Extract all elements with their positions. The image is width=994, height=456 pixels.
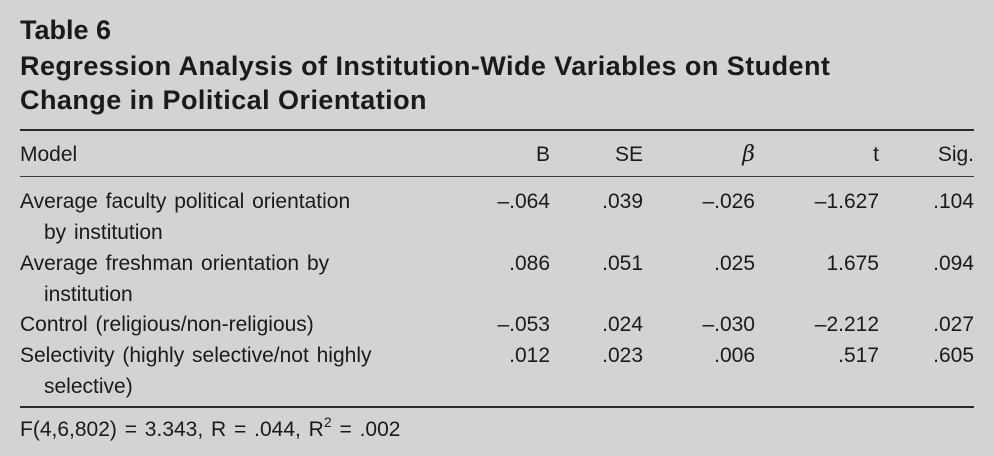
footnote-suffix: = .002 [331,418,401,441]
cell-beta: .006 [714,344,755,367]
header-sig: Sig. [937,143,974,166]
table-label: Table 6 [20,15,112,45]
row-label-line-2: institution [44,283,133,306]
cell-sig: .027 [933,313,974,336]
row-label-line-1: Average faculty political orientation [20,190,351,213]
row-label-line-1: Selectivity (highly selective/not highly [20,344,372,367]
header-se: SE [614,143,643,166]
cell-se: .039 [602,190,643,213]
footnote-superscript: 2 [323,414,332,430]
cell-b: .012 [509,344,550,367]
cell-t: 1.675 [826,252,879,275]
header-t: t [873,143,879,166]
cell-se: .023 [602,344,643,367]
cell-t: .517 [838,344,879,367]
cell-b: –.064 [497,190,550,213]
row-label-line-2: by institution [44,221,163,244]
cell-se: .024 [602,313,643,336]
cell-sig: .104 [933,190,974,213]
cell-beta: –.026 [702,190,755,213]
table-title-line-1: Regression Analysis of Institution-Wide … [20,51,831,81]
table-title: Regression Analysis of Institution-Wide … [20,49,974,117]
row-label-line-1: Control (religious/non-religious) [20,313,314,336]
cell-sig: .605 [933,344,974,367]
cell-b: –.053 [497,313,550,336]
cell-sig: .094 [933,252,974,275]
row-label-line-2: selective) [44,375,133,398]
cell-beta: –.030 [702,313,755,336]
cell-se: .051 [602,252,643,275]
table-footnote: F(4,6,802) = 3.343, R = .044, R2 = .002 [20,414,400,445]
header-b: B [535,143,550,166]
header-beta: β [742,142,755,167]
table-row-label: Average freshman orientation by institut… [20,248,329,310]
cell-t: –1.627 [814,190,879,213]
table-row-label: Control (religious/non-religious) [20,309,314,340]
header-model: Model [20,143,78,166]
cell-t: –2.212 [814,313,879,336]
table-title-line-2: Change in Political Orientation [20,85,427,115]
table-row-label: Selectivity (highly selective/not highly… [20,340,372,402]
table-row-label: Average faculty political orientation by… [20,186,350,248]
row-label-line-1: Average freshman orientation by [20,252,330,275]
cell-b: .086 [509,252,550,275]
top-rule [20,129,974,131]
footnote-prefix: F(4,6,802) = 3.343, R = .044, R [20,418,324,441]
cell-beta: .025 [714,252,755,275]
bottom-rule [20,406,974,408]
header-rule [20,176,974,177]
